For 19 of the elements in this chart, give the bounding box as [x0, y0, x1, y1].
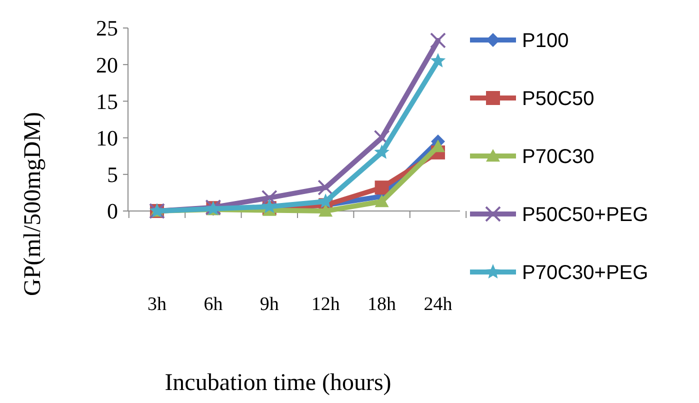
x-tick-label: 3h	[148, 294, 167, 315]
y-tick-label: 5	[107, 162, 118, 188]
legend-label: P100	[522, 30, 569, 52]
x-tick-label: 18h	[368, 294, 397, 315]
x-tick-label: 12h	[311, 294, 340, 315]
x-tick-label: 9h	[260, 294, 280, 315]
x-tick-label: 6h	[204, 294, 224, 315]
x-tick-label: 24h	[424, 294, 453, 315]
legend-label: P50C50+PEG	[522, 204, 648, 226]
y-tick-label: 0	[107, 198, 118, 224]
legend-label: P70C30	[522, 146, 594, 168]
y-tick-label: 25	[96, 16, 118, 41]
legend-label: P70C30+PEG	[522, 262, 648, 284]
legend-label: P50C50	[522, 88, 594, 110]
y-tick-label: 20	[96, 52, 118, 78]
y-tick-label: 10	[96, 126, 118, 150]
y-tick-label: 15	[96, 88, 118, 114]
y-axis-title: GP(ml/500mgDM)	[20, 112, 46, 296]
x-axis-title: Incubation time (hours)	[164, 370, 392, 396]
